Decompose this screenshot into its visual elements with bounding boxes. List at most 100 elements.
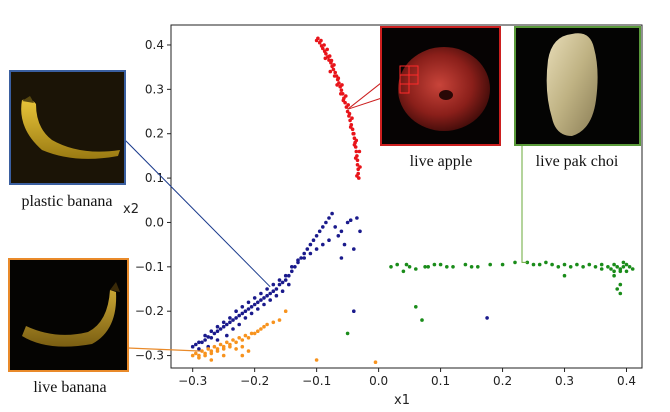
data-point <box>274 287 279 291</box>
data-point <box>234 316 238 320</box>
live-apple-shape <box>398 47 490 131</box>
data-point <box>209 329 214 334</box>
live-apple-panel <box>380 26 501 146</box>
y-tick-label: −0.1 <box>135 260 164 274</box>
y-tick-label: 0.1 <box>145 171 164 185</box>
data-point <box>332 63 336 67</box>
data-point <box>621 265 626 269</box>
data-point <box>476 265 480 269</box>
data-point <box>265 293 269 298</box>
data-point <box>209 358 214 362</box>
data-point <box>311 238 316 242</box>
y-tick-label: 0.4 <box>145 38 164 52</box>
data-point <box>268 298 273 302</box>
data-point <box>358 165 362 169</box>
data-point <box>336 234 341 238</box>
data-point <box>350 116 354 120</box>
data-point <box>335 83 339 87</box>
data-point <box>344 94 348 98</box>
data-point <box>265 322 269 327</box>
data-point <box>243 309 248 314</box>
data-point <box>562 262 567 267</box>
data-point <box>221 347 226 351</box>
live-banana-caption: live banana <box>33 379 106 396</box>
data-point <box>355 174 359 178</box>
data-point <box>246 336 251 340</box>
series-0 <box>314 36 362 180</box>
data-point <box>215 324 220 329</box>
data-point <box>612 273 616 278</box>
x-tick-label: −0.3 <box>178 374 207 388</box>
data-point <box>414 305 418 309</box>
y-tick-label: 0.2 <box>145 127 164 141</box>
data-point <box>357 149 362 154</box>
data-point <box>420 318 424 322</box>
data-point <box>240 344 245 349</box>
live-apple-caption: live apple <box>410 153 473 170</box>
data-point <box>212 344 217 349</box>
data-point <box>218 327 223 331</box>
data-point <box>302 256 307 260</box>
data-point <box>332 74 337 78</box>
data-point <box>348 125 353 129</box>
data-point <box>287 273 291 278</box>
data-point <box>618 291 623 296</box>
live-pak-choi-caption: live pak choi <box>536 153 619 170</box>
live-pak-choi-panel <box>514 26 641 146</box>
data-point <box>331 67 336 72</box>
data-point <box>237 313 241 318</box>
connector-lines <box>124 67 528 352</box>
data-point <box>231 327 235 331</box>
data-point <box>348 218 353 222</box>
data-point <box>317 229 322 234</box>
axis-ticks: −0.3 −0.2 −0.1 0.0 0.1 0.2 0.3 0.4 0.4 0.3 0.2 0.1 0… <box>135 38 636 388</box>
data-point <box>262 324 266 329</box>
data-point <box>341 98 346 103</box>
data-point <box>544 260 548 265</box>
data-point <box>345 220 350 225</box>
y-tick-label: −0.2 <box>135 304 164 318</box>
data-point <box>252 331 257 336</box>
data-point <box>212 331 217 336</box>
data-point <box>352 143 357 147</box>
data-point <box>407 265 412 269</box>
data-point <box>581 265 585 269</box>
scatter-points <box>190 36 635 365</box>
data-point <box>308 242 313 247</box>
data-point <box>333 225 338 229</box>
data-point <box>203 338 207 342</box>
series-2 <box>345 260 635 336</box>
data-point <box>215 349 220 353</box>
data-point <box>209 336 214 340</box>
y-tick-label: 0.3 <box>145 82 164 96</box>
apple-patch <box>399 83 410 94</box>
data-point <box>246 300 251 305</box>
data-point <box>327 238 331 242</box>
live-pak-choi-connector <box>521 145 528 263</box>
data-point <box>575 262 579 267</box>
data-point <box>259 327 263 331</box>
data-point <box>274 293 279 298</box>
data-point <box>277 318 282 322</box>
data-point <box>268 291 273 296</box>
data-point <box>615 287 619 291</box>
data-point <box>194 351 198 356</box>
data-point <box>259 298 263 302</box>
live-pak-choi-shape <box>546 33 598 136</box>
data-point <box>330 211 334 216</box>
x-tick-label: −0.2 <box>240 374 269 388</box>
y-axis-label: x2 <box>123 202 139 217</box>
data-point <box>283 278 288 282</box>
data-point <box>259 291 263 296</box>
data-point <box>339 88 344 92</box>
data-point <box>324 52 328 56</box>
x-tick-label: 0.3 <box>555 374 574 388</box>
plastic-banana-connector <box>124 139 271 288</box>
data-point <box>550 262 554 267</box>
data-point <box>203 353 207 358</box>
data-point <box>358 229 362 234</box>
data-point <box>225 322 229 327</box>
data-point <box>354 149 359 154</box>
data-point <box>255 329 260 334</box>
